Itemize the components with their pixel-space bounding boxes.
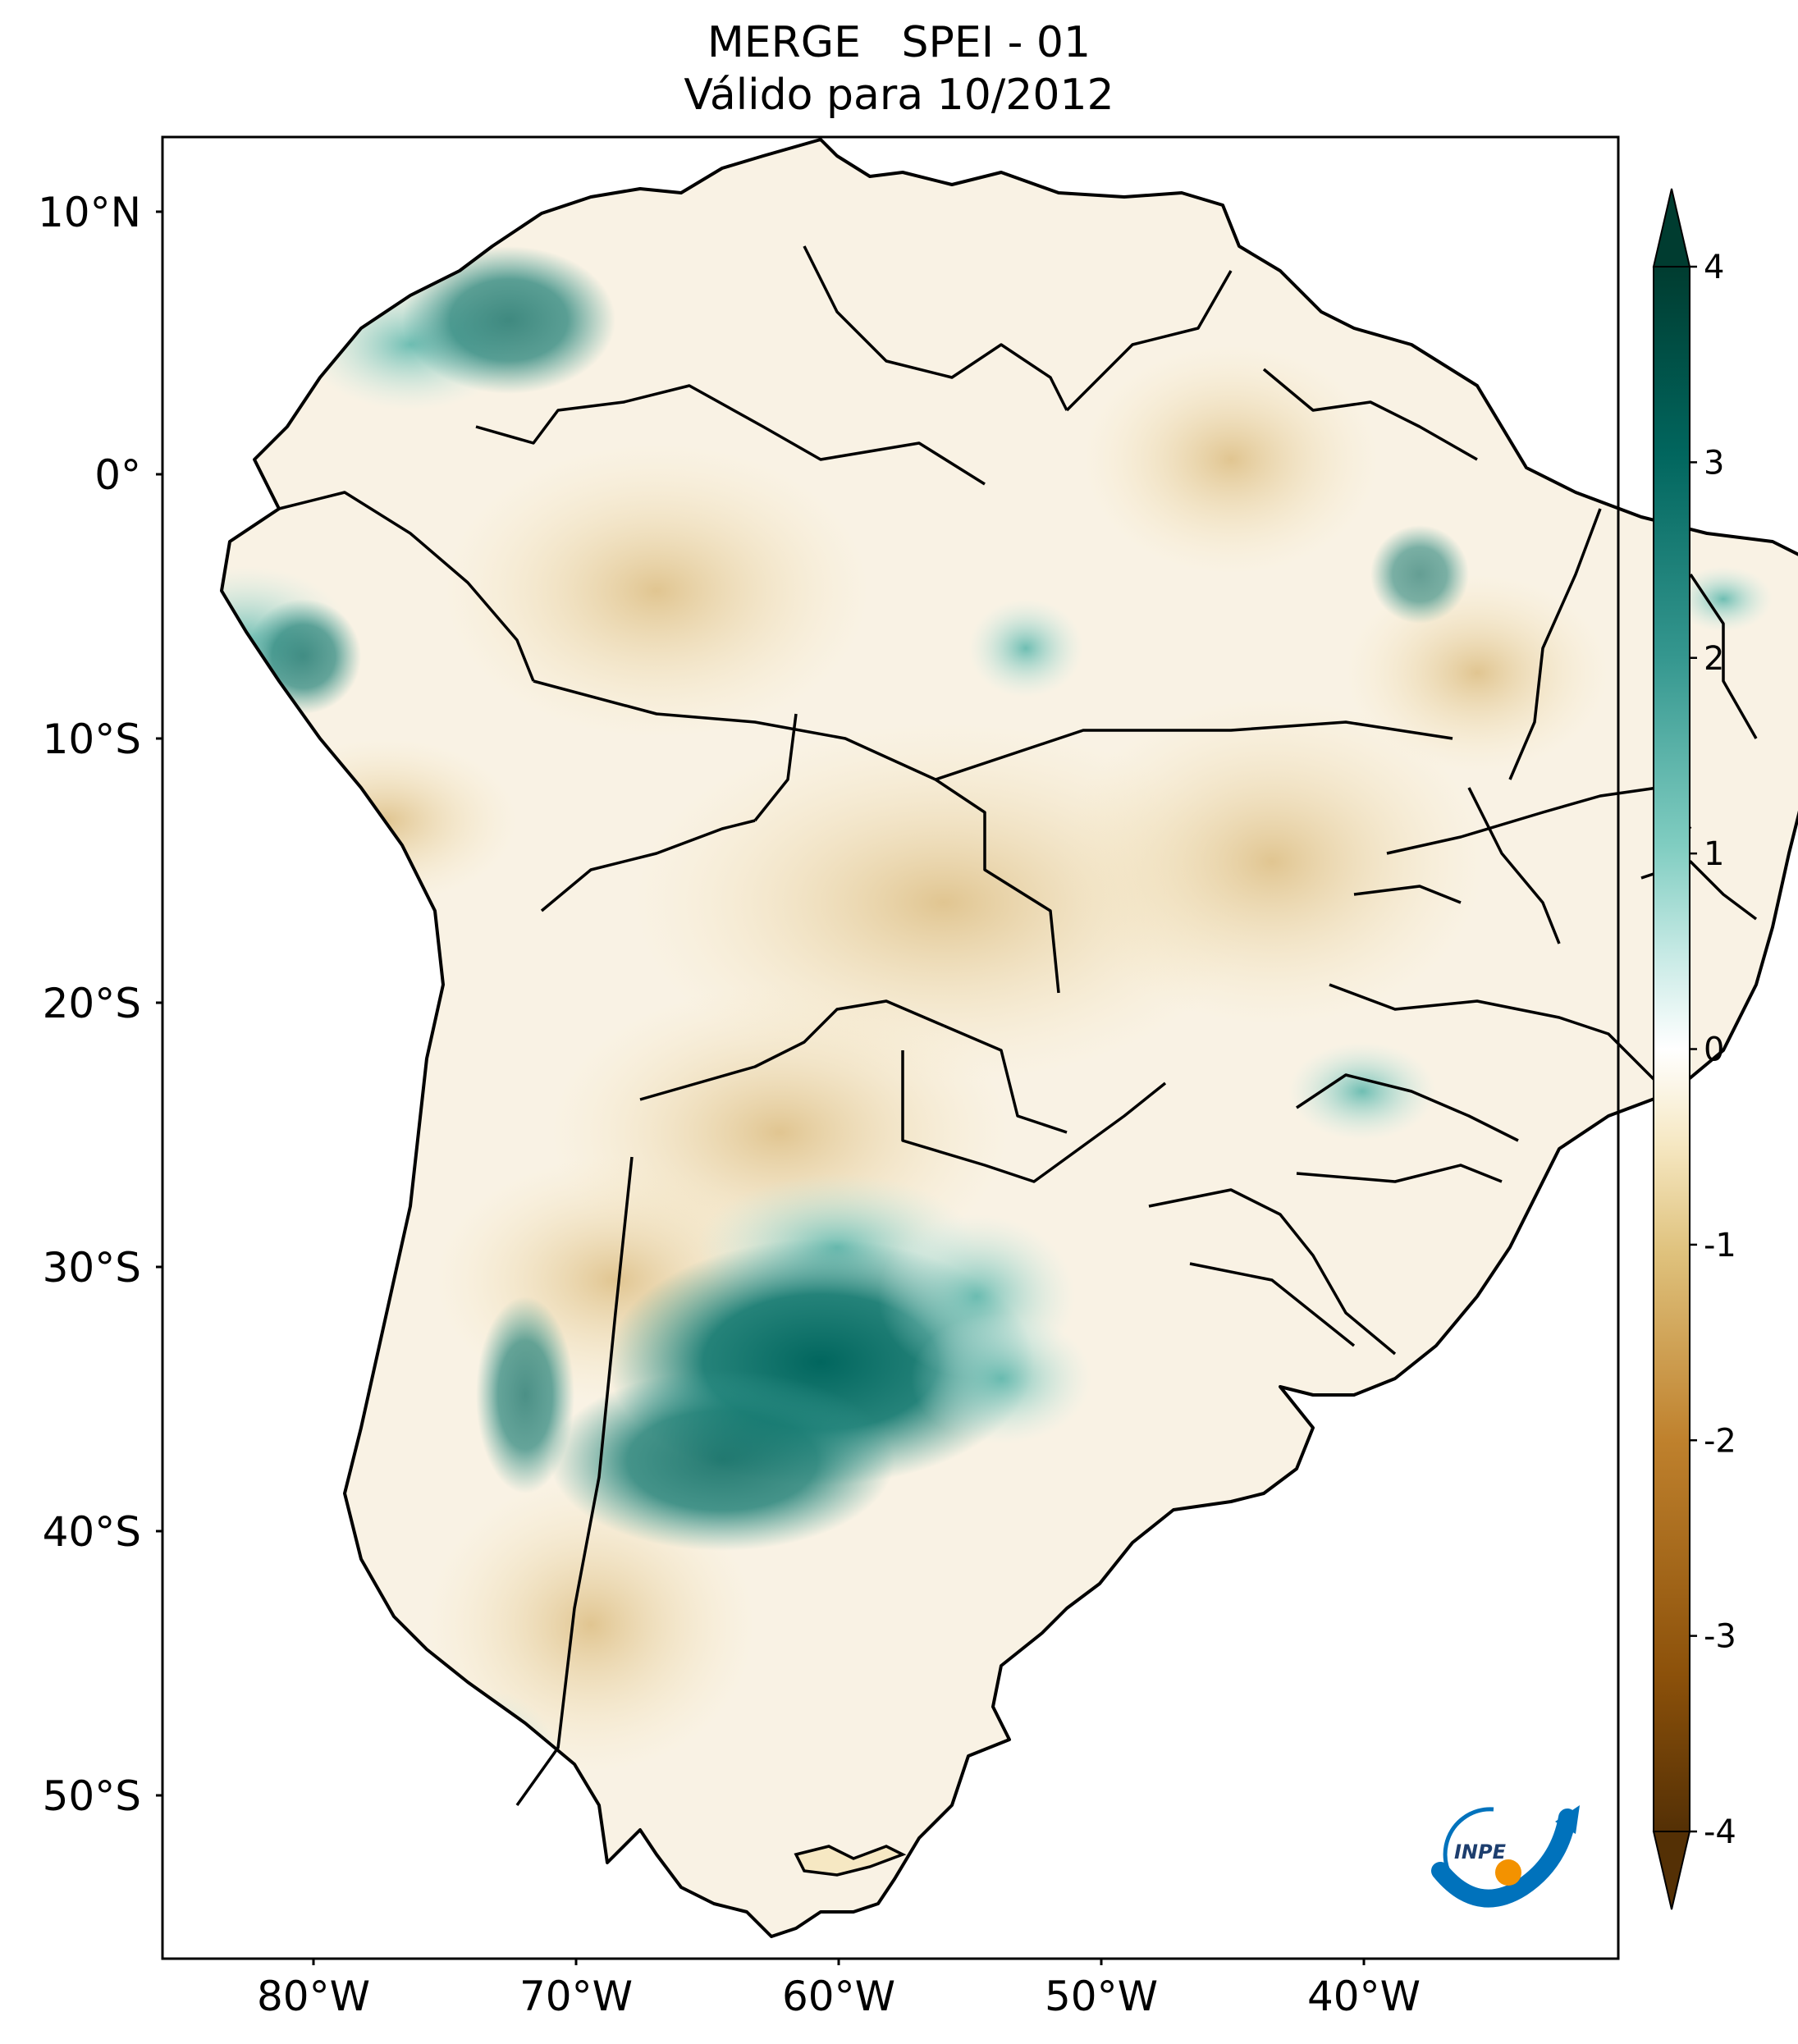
lat-tick-label: 40°S [43,1508,141,1556]
lat-tick-label: 10°S [43,716,141,763]
lat-tick-label: 30°S [43,1244,141,1292]
inpe-logo-icon: INPE [1431,1805,1580,1908]
colorbar-tick-label: 3 [1704,444,1724,482]
colorbar-tick-label: -3 [1704,1618,1736,1656]
lat-tick-label: 0° [94,451,141,499]
colorbar-tick-label: 2 [1704,640,1724,678]
title-line-1: MERGE SPEI - 01 [707,18,1091,67]
lon-tick-label: 70°W [519,1973,633,2020]
coastline [220,138,1798,1938]
longitude-ticks: 80°W 70°W 60°W 50°W 40°W [257,1959,1421,2020]
lon-tick-label: 60°W [782,1973,895,2020]
colorbar-tick-label: -4 [1704,1813,1736,1851]
latitude-ticks: 10°N 0° 10°S 20°S 30°S 40°S 50°S [38,189,162,1820]
colorbar-tick-label: 1 [1704,835,1724,873]
colorbar: 4 3 2 1 0 -1 -2 -3 -4 [1652,188,1736,1910]
map-frame [161,135,1620,1960]
lon-tick-label: 50°W [1045,1973,1158,2020]
lat-tick-label: 20°S [43,980,141,1027]
colorbar-extend-max [1652,188,1691,268]
map-title: MERGE SPEI - 01 Válido para 10/2012 [0,16,1798,121]
colorbar-tick-label: -2 [1704,1422,1736,1460]
lon-tick-label: 80°W [257,1973,370,2020]
colorbar-tick-label: 0 [1704,1031,1724,1069]
lat-tick-label: 10°N [38,189,141,236]
title-line-2: Válido para 10/2012 [684,71,1114,120]
falklands [794,1845,907,1877]
lon-tick-label: 40°W [1307,1973,1421,2020]
colorbar-tick-label: 4 [1704,249,1724,286]
colorbar-tick-label: -1 [1704,1227,1736,1264]
inpe-logo-text: INPE [1454,1841,1507,1863]
colorbar-ticks: 4 3 2 1 0 -1 -2 -3 -4 [1690,249,1736,1851]
colorbar-bar [1653,266,1690,1832]
colorbar-extend-min [1652,1831,1691,1910]
lat-tick-label: 50°S [43,1772,141,1820]
